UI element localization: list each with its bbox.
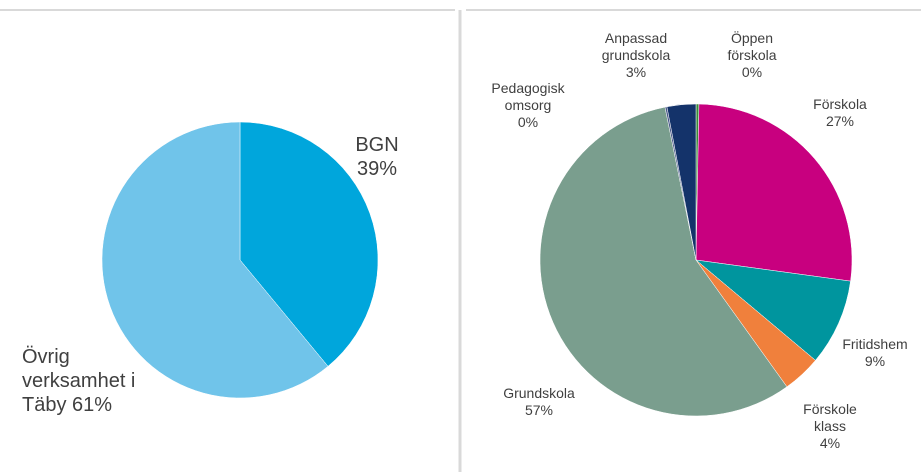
slice-value: 0%	[517, 113, 539, 130]
slice-category: Grundskola	[503, 385, 575, 401]
slice-label: BGN 39%	[342, 133, 412, 181]
slice-value: 61%	[72, 394, 113, 416]
slice-category: Förskola	[813, 96, 867, 112]
pie-slice	[695, 103, 853, 282]
pie-slice	[239, 121, 379, 367]
slice-label: Pedagogisk omsorg 0%	[483, 80, 573, 130]
slice-category: Anpassad grundskola	[601, 30, 671, 63]
pie-slice	[101, 121, 329, 399]
slice-category: Fritidshem	[842, 336, 908, 352]
slice-value: 57%	[524, 401, 554, 418]
slice-value: 9%	[864, 352, 886, 369]
slice-category: Öppen förskola	[727, 30, 777, 63]
slice-label: Fritidshem 9%	[830, 336, 920, 370]
pie-slice	[539, 106, 788, 417]
slice-label: Förskola 27%	[800, 96, 880, 130]
slice-value: 27%	[825, 112, 855, 129]
slice-value: 0%	[741, 63, 763, 80]
slice-label: Öppen förskola 0%	[712, 30, 792, 80]
slice-label: Anpassad grundskola 3%	[586, 30, 686, 80]
slice-category: Pedagogisk omsorg	[491, 80, 565, 113]
slice-label: Förskole klass 4%	[795, 401, 865, 451]
pie-slice	[695, 259, 851, 361]
slice-value: 39%	[356, 158, 398, 180]
pie-slice	[666, 103, 697, 261]
slice-category: Övrig verksamhet i Täby	[22, 346, 136, 416]
slice-category: Förskole klass	[803, 401, 857, 434]
slice-value: 4%	[819, 434, 841, 451]
slice-value: 3%	[625, 63, 647, 80]
slice-category: BGN	[355, 134, 399, 156]
slice-label: Övrig verksamhet i Täby 61%	[22, 345, 142, 417]
slice-label: Grundskola 57%	[494, 385, 584, 419]
